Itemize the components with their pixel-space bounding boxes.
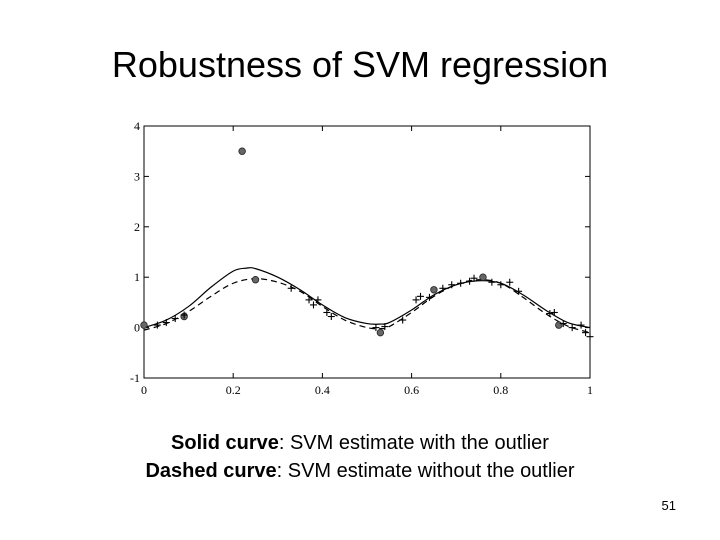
y-tick-label: 4 <box>134 119 140 133</box>
data-point-plus <box>417 292 425 300</box>
data-point-circle <box>555 321 563 329</box>
y-tick-label: 1 <box>134 270 140 284</box>
x-tick-label: 1 <box>587 383 593 397</box>
data-point-plus <box>381 323 389 331</box>
caption-dashed-text: : SVM estimate without the outlier <box>276 460 575 482</box>
data-point-plus <box>466 277 474 285</box>
data-point-plus <box>162 319 170 327</box>
chart-series <box>143 267 591 334</box>
data-point-plus <box>550 308 558 316</box>
y-tick-label: 0 <box>134 321 140 335</box>
data-point-circle <box>238 147 246 155</box>
data-point-plus <box>327 313 335 321</box>
data-point-circle <box>430 286 438 294</box>
chart-axes <box>143 125 591 379</box>
data-point-plus <box>287 284 295 292</box>
data-point-plus <box>153 321 161 329</box>
data-point-plus <box>305 296 313 304</box>
data-point-plus <box>457 279 465 287</box>
caption-solid-label: Solid curve <box>171 432 279 454</box>
y-axis-ticks: -1 0 1 2 3 4 <box>130 119 590 385</box>
data-point-plus <box>546 309 554 317</box>
x-tick-label: 0 <box>141 383 147 397</box>
data-point-circle <box>140 321 148 329</box>
data-point-plus <box>180 311 188 319</box>
data-point-circle <box>376 328 385 337</box>
data-point-plus <box>399 316 407 324</box>
data-point-plus <box>425 293 433 301</box>
data-point-plus <box>309 301 317 309</box>
series-line-dashed <box>143 278 591 334</box>
y-tick-label: 2 <box>134 220 140 234</box>
data-point-circle <box>251 276 260 284</box>
data-point-plus <box>515 287 523 295</box>
x-tick-label: 0.8 <box>493 383 508 397</box>
data-point-plus <box>448 281 456 289</box>
page-number: 51 <box>661 498 676 513</box>
data-point-plus <box>488 278 496 286</box>
x-tick-label: 0.4 <box>315 383 330 397</box>
data-point-circle <box>479 273 487 281</box>
data-point-plus <box>497 281 505 289</box>
y-tick-label: 3 <box>134 169 140 183</box>
data-point-plus <box>568 324 576 332</box>
x-axis-ticks: 0 0.2 0.4 0.6 0.8 1 <box>141 126 593 397</box>
caption-solid-curve: Solid curve: SVM estimate with the outli… <box>0 432 720 455</box>
data-point-plus <box>372 324 380 332</box>
data-point-plus <box>314 296 322 304</box>
caption-dashed-label: Dashed curve <box>145 460 277 482</box>
x-tick-label: 0.2 <box>226 383 241 397</box>
data-point-plus <box>439 284 447 292</box>
chart-data-points <box>140 147 594 341</box>
data-point-plus <box>470 274 478 282</box>
data-point-plus <box>586 333 594 341</box>
data-point-plus <box>559 320 567 328</box>
caption-solid-text: : SVM estimate with the outlier <box>278 432 549 454</box>
caption-dashed-curve: Dashed curve: SVM estimate without the o… <box>0 460 720 483</box>
data-point-plus <box>582 329 590 337</box>
data-point-plus <box>412 296 420 304</box>
data-point-plus <box>506 278 514 286</box>
data-point-plus <box>171 315 179 323</box>
data-point-plus <box>577 321 585 329</box>
y-tick-label: -1 <box>130 371 140 385</box>
plot-frame <box>143 125 591 379</box>
data-point-plus <box>323 308 331 316</box>
x-tick-label: 0.6 <box>404 383 419 397</box>
slide-title: Robustness of SVM regression <box>111 44 609 85</box>
